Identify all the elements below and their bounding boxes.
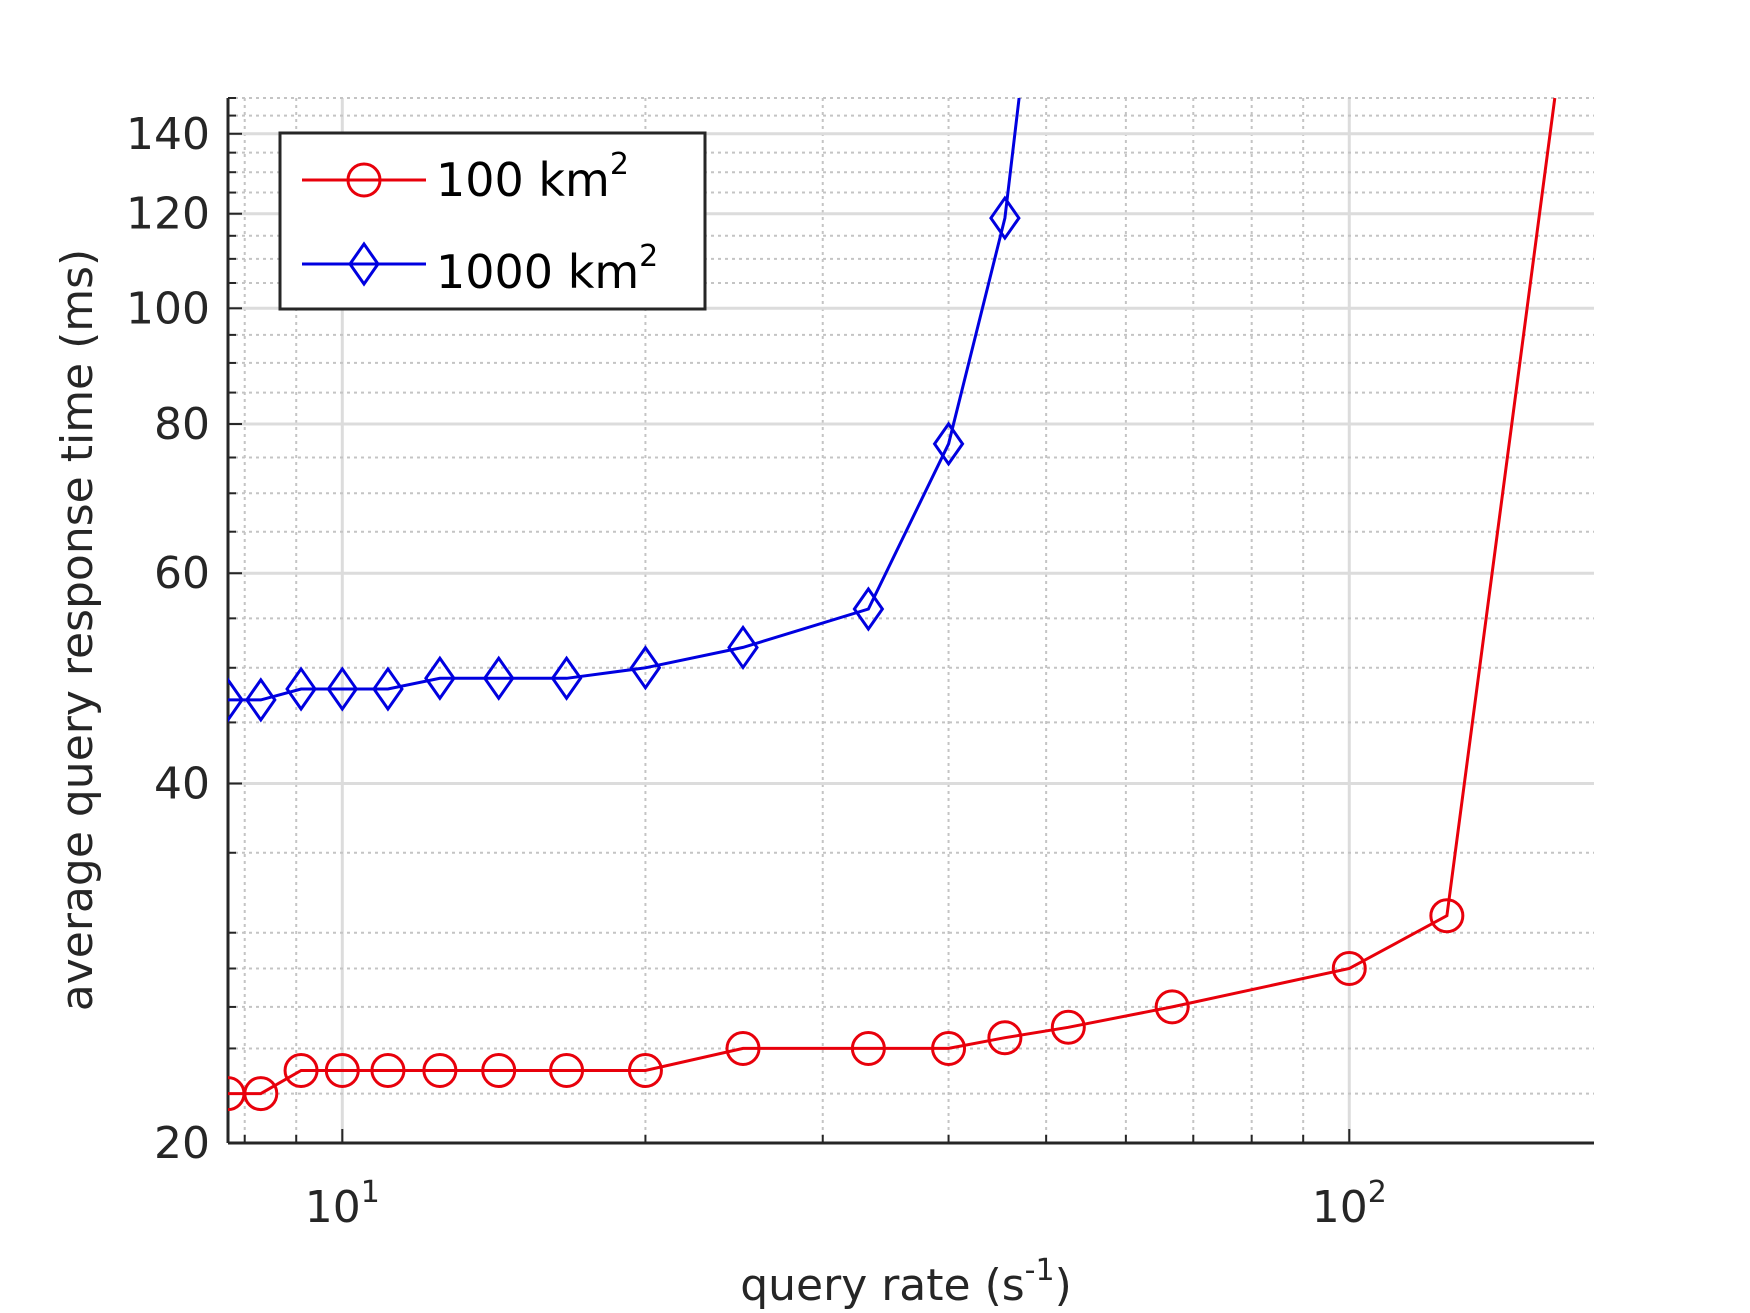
legend-label-series-1-text: 100 km <box>436 153 610 207</box>
y-tick-label: 100 <box>126 283 210 334</box>
series-1-point <box>931 1030 967 1066</box>
series-2-point <box>932 421 965 467</box>
series-line-2 <box>228 97 1021 702</box>
series-line-1 <box>228 97 1557 1096</box>
y-tick-label: 60 <box>154 548 210 599</box>
series-2-point <box>424 655 456 701</box>
series-2-point <box>244 677 277 723</box>
legend-label-series-1-sup: 2 <box>610 147 629 182</box>
y-axis-label: average query response time (ms) <box>52 249 103 1011</box>
legend-label-series-1: 100 km2 <box>436 147 629 207</box>
legend-label-series-2-sup: 2 <box>639 239 658 274</box>
legend: 100 km2 1000 km2 <box>278 131 707 311</box>
x-axis-label-text: query rate (s <box>740 1260 1024 1311</box>
y-tick-label: 120 <box>126 189 210 240</box>
legend-marker-series-2 <box>348 241 380 287</box>
series-1-point <box>549 1053 585 1089</box>
x-tick-label-base: 10 <box>305 1182 361 1233</box>
x-axis-label: query rate (s-1) <box>740 1253 1072 1311</box>
series-1-point <box>370 1053 406 1089</box>
legend-label-series-2-text: 1000 km <box>436 245 639 299</box>
series-2-point <box>372 666 404 712</box>
series-1-point <box>725 1030 761 1066</box>
axes-layer <box>226 97 1594 1145</box>
y-tick-label: 140 <box>126 109 210 160</box>
series-1-point <box>481 1053 517 1089</box>
x-axis-label-suffix: ) <box>1055 1260 1072 1311</box>
x-tick-label-base: 10 <box>1312 1182 1368 1233</box>
series-1-point <box>987 1020 1023 1056</box>
series-2-point <box>285 666 317 712</box>
legend-marker-series-1 <box>346 162 382 198</box>
x-tick-label: 102 <box>1312 1175 1387 1233</box>
series-1-point <box>422 1053 458 1089</box>
series-2-point <box>550 655 583 701</box>
y-tick-label: 20 <box>154 1118 210 1169</box>
x-axis-label-superscript: -1 <box>1025 1253 1055 1288</box>
series-2-point <box>727 624 759 671</box>
x-tick-label-exponent: 2 <box>1368 1175 1387 1210</box>
series-1-point <box>243 1076 279 1112</box>
series-2-point <box>326 666 359 712</box>
series-1-point <box>1429 898 1465 934</box>
series-1-point <box>850 1030 886 1066</box>
legend-label-series-2: 1000 km2 <box>436 239 658 299</box>
series-1-point <box>1154 989 1190 1025</box>
legend-box <box>278 131 707 311</box>
series-2-point <box>989 195 1021 241</box>
series-2-point <box>228 677 244 723</box>
series-1-point <box>627 1053 663 1089</box>
series-layer <box>228 97 1557 1112</box>
x-tick-label-exponent: 1 <box>361 1175 380 1210</box>
series-2-point <box>482 655 515 701</box>
series-2-point <box>629 645 662 691</box>
x-tick-label: 101 <box>305 1175 380 1233</box>
y-tick-label: 80 <box>154 399 210 450</box>
series-1-point <box>283 1053 319 1089</box>
series-1-point <box>1050 1009 1086 1045</box>
series-2-point <box>852 586 885 632</box>
series-1-point <box>324 1053 360 1089</box>
y-tick-label: 40 <box>154 759 210 810</box>
series-1-point <box>1331 950 1367 986</box>
